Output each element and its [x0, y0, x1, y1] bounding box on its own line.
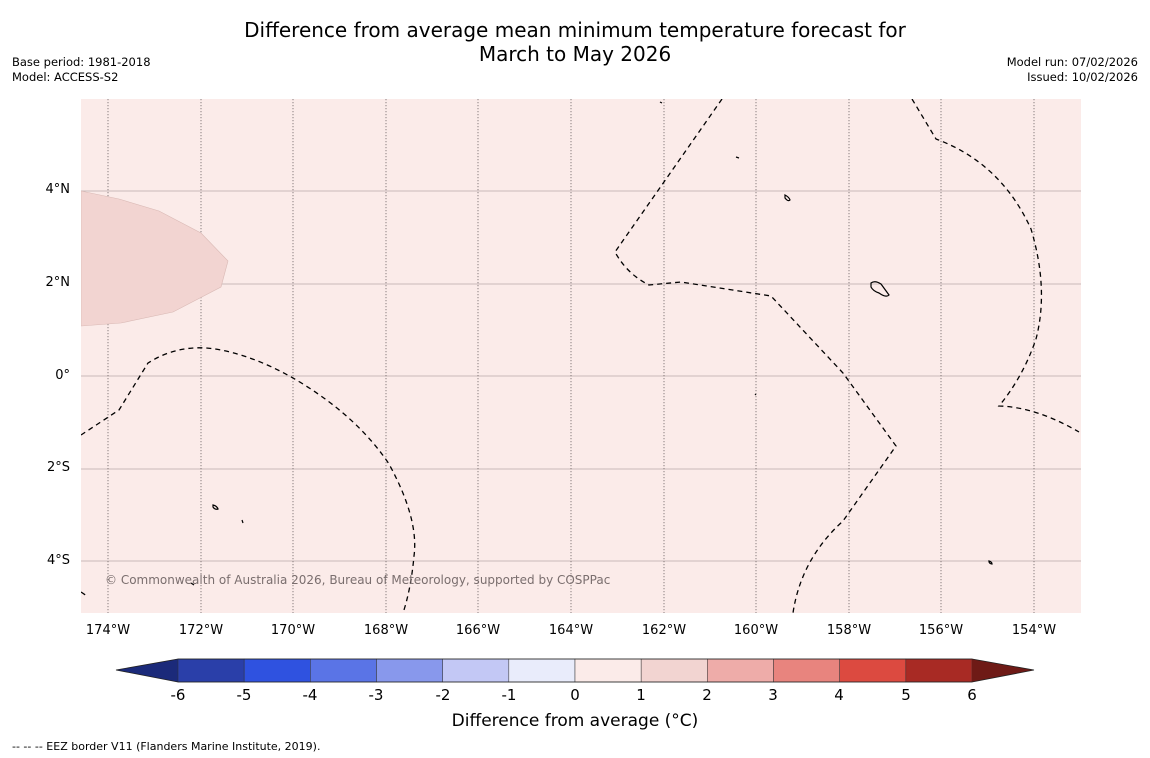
islands — [190, 101, 993, 586]
eez-border-sw — [81, 591, 88, 597]
cbar-tick: -4 — [302, 686, 318, 704]
cbar-tick: 3 — [768, 686, 778, 704]
colorbar-cell — [905, 658, 973, 683]
island-north-1 — [659, 101, 663, 104]
model-run: Model run: 07/02/2026 — [1006, 55, 1138, 69]
lat-gridlines — [81, 190, 1081, 562]
island-kiritimati — [870, 281, 890, 297]
colorbar-under-arrow — [116, 659, 178, 682]
eez-border-central — [614, 99, 897, 613]
lon-label-154w: 154°W — [1011, 623, 1057, 638]
title-line-2: March to May 2026 — [478, 42, 672, 66]
eez-border-west — [81, 347, 416, 613]
colorbar-cell — [773, 658, 840, 683]
lon-label-158w: 158°W — [826, 623, 872, 638]
cbar-tick: 5 — [901, 686, 911, 704]
colorbar-over-arrow — [972, 659, 1034, 682]
colorbar-cell — [508, 658, 576, 683]
cbar-tick: 4 — [834, 686, 844, 704]
lon-label-168w: 168°W — [363, 623, 409, 638]
lat-label-2s: 2°S — [46, 460, 70, 475]
lon-label-160w: 160°W — [733, 623, 779, 638]
cbar-tick: 0 — [570, 686, 580, 704]
copyright-text: © Commonwealth of Australia 2026, Bureau… — [105, 573, 611, 587]
base-period: Base period: 1981-2018 — [12, 55, 151, 69]
island-jarvis-area — [784, 194, 791, 202]
cbar-tick: -6 — [170, 686, 186, 704]
colorbar-cell — [442, 658, 510, 683]
warm-anomaly-region — [81, 190, 229, 327]
cbar-tick: 2 — [702, 686, 712, 704]
colorbar-cell — [177, 658, 245, 683]
eez-borders — [81, 99, 1080, 613]
colorbar — [115, 658, 1035, 683]
lat-label-0: 0° — [55, 368, 70, 383]
island-central — [754, 393, 757, 396]
island-south-3 — [241, 519, 244, 524]
map-panel[interactable]: © Commonwealth of Australia 2026, Bureau… — [81, 99, 1081, 613]
lon-label-164w: 164°W — [548, 623, 594, 638]
cbar-tick: -2 — [435, 686, 451, 704]
colorbar-cells — [177, 658, 973, 683]
lat-label-4n: 4°N — [45, 182, 71, 197]
cbar-tick: -3 — [368, 686, 384, 704]
lon-label-156w: 156°W — [918, 623, 964, 638]
colorbar-cell — [574, 658, 642, 683]
colorbar-label: Difference from average (°C) — [451, 711, 699, 731]
lon-label-166w: 166°W — [455, 623, 501, 638]
colorbar-cell — [376, 658, 443, 683]
meta-right: Model run: 07/02/2026 Issued: 10/02/2026 — [1007, 55, 1138, 85]
lon-label-170w: 170°W — [270, 623, 316, 638]
colorbar-cell — [640, 658, 708, 683]
colorbar-cell — [310, 658, 377, 683]
title-line-1: Difference from average mean minimum tem… — [244, 18, 906, 42]
colorbar-cell — [243, 658, 311, 683]
cbar-tick: 1 — [636, 686, 646, 704]
lat-label-2n: 2°N — [45, 275, 71, 290]
lon-gridlines — [107, 99, 1035, 613]
map-svg — [81, 99, 1081, 613]
island-south-2 — [190, 582, 195, 586]
issued-date: Issued: 10/02/2026 — [1027, 70, 1138, 84]
model-name: Model: ACCESS-S2 — [12, 70, 119, 84]
colorbar-cell — [839, 658, 907, 683]
lon-label-162w: 162°W — [641, 623, 687, 638]
cbar-tick: -5 — [236, 686, 252, 704]
eez-footnote: -- -- -- EEZ border V11 (Flanders Marine… — [12, 740, 321, 753]
colorbar-cell — [707, 658, 774, 683]
island-southeast — [988, 560, 993, 565]
meta-left: Base period: 1981-2018 Model: ACCESS-S2 — [12, 55, 151, 85]
lon-label-172w: 172°W — [178, 623, 224, 638]
lon-label-174w: 174°W — [85, 623, 131, 638]
cbar-tick: -1 — [501, 686, 517, 704]
colorbar-outline — [115, 658, 1035, 683]
map-title: Difference from average mean minimum tem… — [0, 18, 1150, 66]
island-south-1 — [212, 504, 219, 510]
cbar-tick: 6 — [967, 686, 977, 704]
lat-label-4s: 4°S — [46, 553, 70, 568]
island-north-2 — [735, 156, 740, 159]
eez-border-east — [911, 99, 1080, 433]
